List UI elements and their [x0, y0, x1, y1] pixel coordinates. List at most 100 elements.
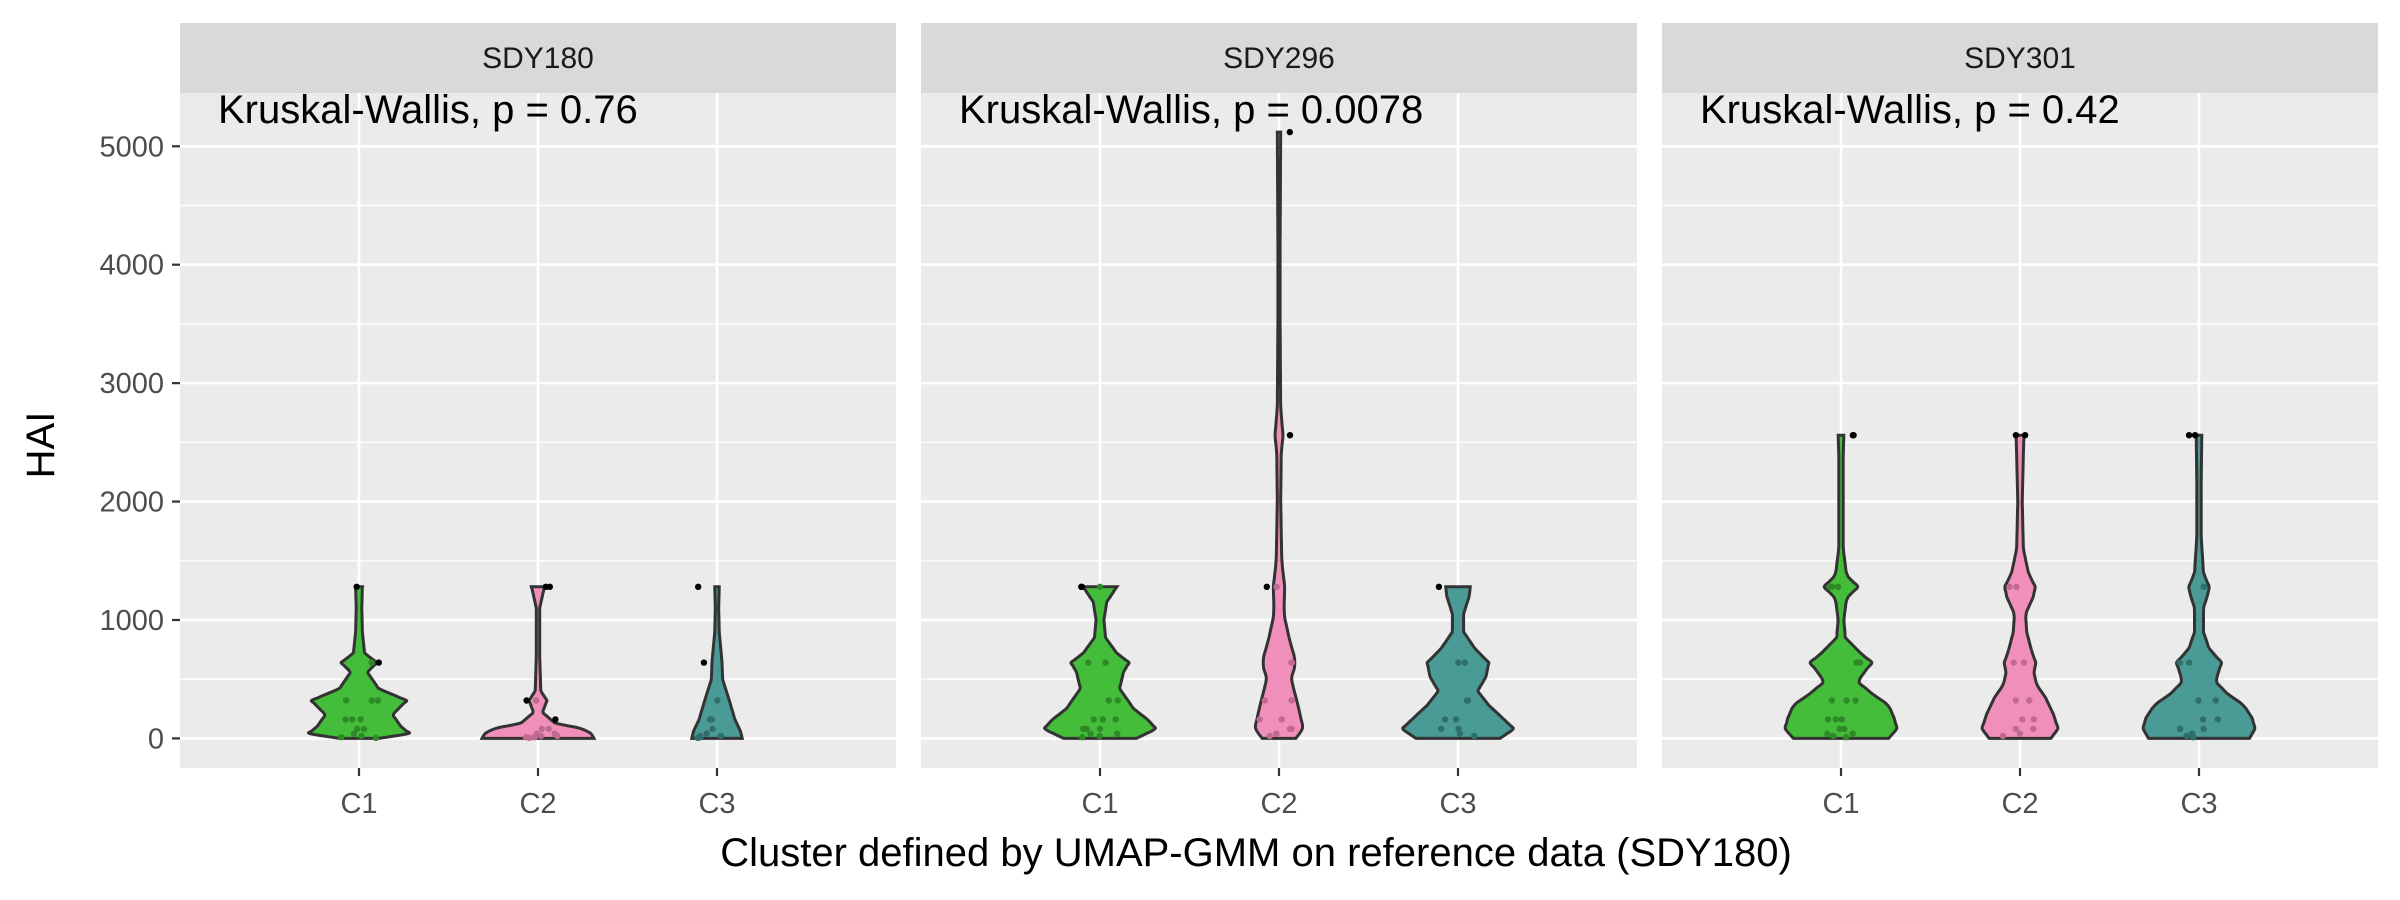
facet-label: SDY180 — [482, 42, 594, 75]
data-point — [342, 716, 349, 723]
data-point — [1441, 716, 1449, 723]
data-point — [360, 725, 368, 733]
data-point — [2191, 432, 2199, 439]
data-point — [1849, 730, 1856, 737]
data-point — [1102, 659, 1109, 666]
facet-strip — [1662, 23, 2378, 93]
data-point — [2185, 432, 2193, 439]
violin-group-c3 — [1401, 583, 1515, 740]
data-point — [1828, 697, 1836, 704]
data-point — [2012, 725, 2020, 733]
data-point — [2195, 697, 2202, 704]
x-tick-label-c1: C1 — [1081, 788, 1118, 820]
data-point — [1437, 725, 1445, 733]
data-point — [1278, 716, 1285, 723]
data-point — [522, 734, 530, 741]
facet-strip — [921, 23, 1637, 93]
data-point — [1832, 716, 1840, 723]
data-point — [1286, 128, 1294, 136]
data-point — [1461, 659, 1469, 666]
data-point — [1826, 583, 1833, 590]
data-point — [2183, 732, 2190, 740]
x-tick-label-c3: C3 — [2180, 788, 2217, 820]
data-point — [1843, 697, 1850, 704]
data-point — [353, 583, 360, 590]
data-point — [1834, 583, 1842, 590]
data-point — [368, 697, 375, 704]
data-point — [523, 697, 530, 704]
data-point — [2177, 725, 2184, 733]
data-point — [1452, 716, 1460, 723]
data-point — [1830, 732, 1837, 740]
data-point — [696, 732, 704, 740]
data-point — [1114, 730, 1121, 737]
kruskal-wallis-annotation: Kruskal-Wallis, p = 0.42 — [1700, 88, 2120, 132]
data-point — [1455, 725, 1462, 733]
data-point — [1105, 697, 1112, 704]
data-point — [1273, 730, 1280, 737]
data-point — [343, 697, 350, 704]
data-point — [1856, 659, 1864, 666]
data-point — [2212, 697, 2219, 704]
data-point — [2214, 716, 2222, 723]
data-point — [2026, 697, 2033, 704]
data-point — [1286, 432, 1294, 439]
x-tick-label-c2: C2 — [2001, 788, 2038, 820]
x-axis-title: Cluster defined by UMAP-GMM on reference… — [720, 831, 1792, 875]
y-tick-label-2000: 2000 — [99, 487, 164, 519]
data-point — [1836, 725, 1843, 733]
kruskal-wallis-annotation: Kruskal-Wallis, p = 0.0078 — [959, 88, 1423, 132]
y-tick-label-1000: 1000 — [99, 605, 164, 637]
data-point — [700, 659, 708, 666]
panel-sdy180: SDY180 Kruskal-Wallis, p = 0.76 C1 C2 C3 — [180, 23, 896, 820]
violin-sdy296-c2 — [1253, 130, 1305, 740]
data-point — [2013, 583, 2020, 590]
data-point — [2021, 432, 2029, 439]
data-point — [1852, 697, 1859, 704]
data-point — [2176, 659, 2183, 666]
kruskal-wallis-annotation: Kruskal-Wallis, p = 0.76 — [218, 88, 638, 132]
data-point — [1096, 725, 1104, 733]
panel-sdy296: SDY296 Kruskal-Wallis, p = 0.0078 C1 C2 C3 — [921, 23, 1637, 820]
data-point — [1456, 730, 1464, 737]
data-point — [708, 716, 715, 723]
data-point — [695, 583, 702, 590]
data-point — [1824, 716, 1832, 723]
data-point — [1266, 732, 1274, 740]
data-point — [532, 697, 540, 704]
data-point — [2030, 725, 2037, 733]
data-point — [1078, 583, 1085, 590]
y-axis-title: HAI — [19, 412, 63, 479]
data-point — [1261, 697, 1269, 704]
data-point — [1096, 583, 1104, 590]
data-point — [709, 725, 716, 733]
data-point — [1085, 659, 1092, 666]
data-point — [368, 659, 375, 666]
data-point — [372, 734, 380, 741]
data-point — [2012, 432, 2020, 439]
x-tick-label-c2: C2 — [519, 788, 556, 820]
data-point — [1435, 583, 1443, 590]
data-point — [1263, 583, 1271, 590]
data-point — [1256, 716, 1263, 723]
data-point — [552, 716, 559, 723]
facet-strip — [180, 23, 896, 93]
data-point — [2030, 716, 2038, 723]
data-point — [357, 716, 364, 723]
data-point — [2012, 697, 2020, 704]
data-point — [2010, 659, 2017, 666]
data-point — [1114, 697, 1122, 704]
data-point — [374, 697, 382, 704]
data-point — [1471, 732, 1478, 740]
data-point — [1838, 716, 1846, 723]
x-tick-label-c1: C1 — [1822, 788, 1859, 820]
data-point — [1288, 659, 1296, 666]
data-point — [2016, 730, 2024, 737]
data-point — [1273, 583, 1280, 590]
data-point — [538, 725, 546, 733]
y-tick-label-5000: 5000 — [99, 131, 164, 163]
data-point — [2200, 725, 2207, 733]
data-point — [349, 716, 356, 723]
